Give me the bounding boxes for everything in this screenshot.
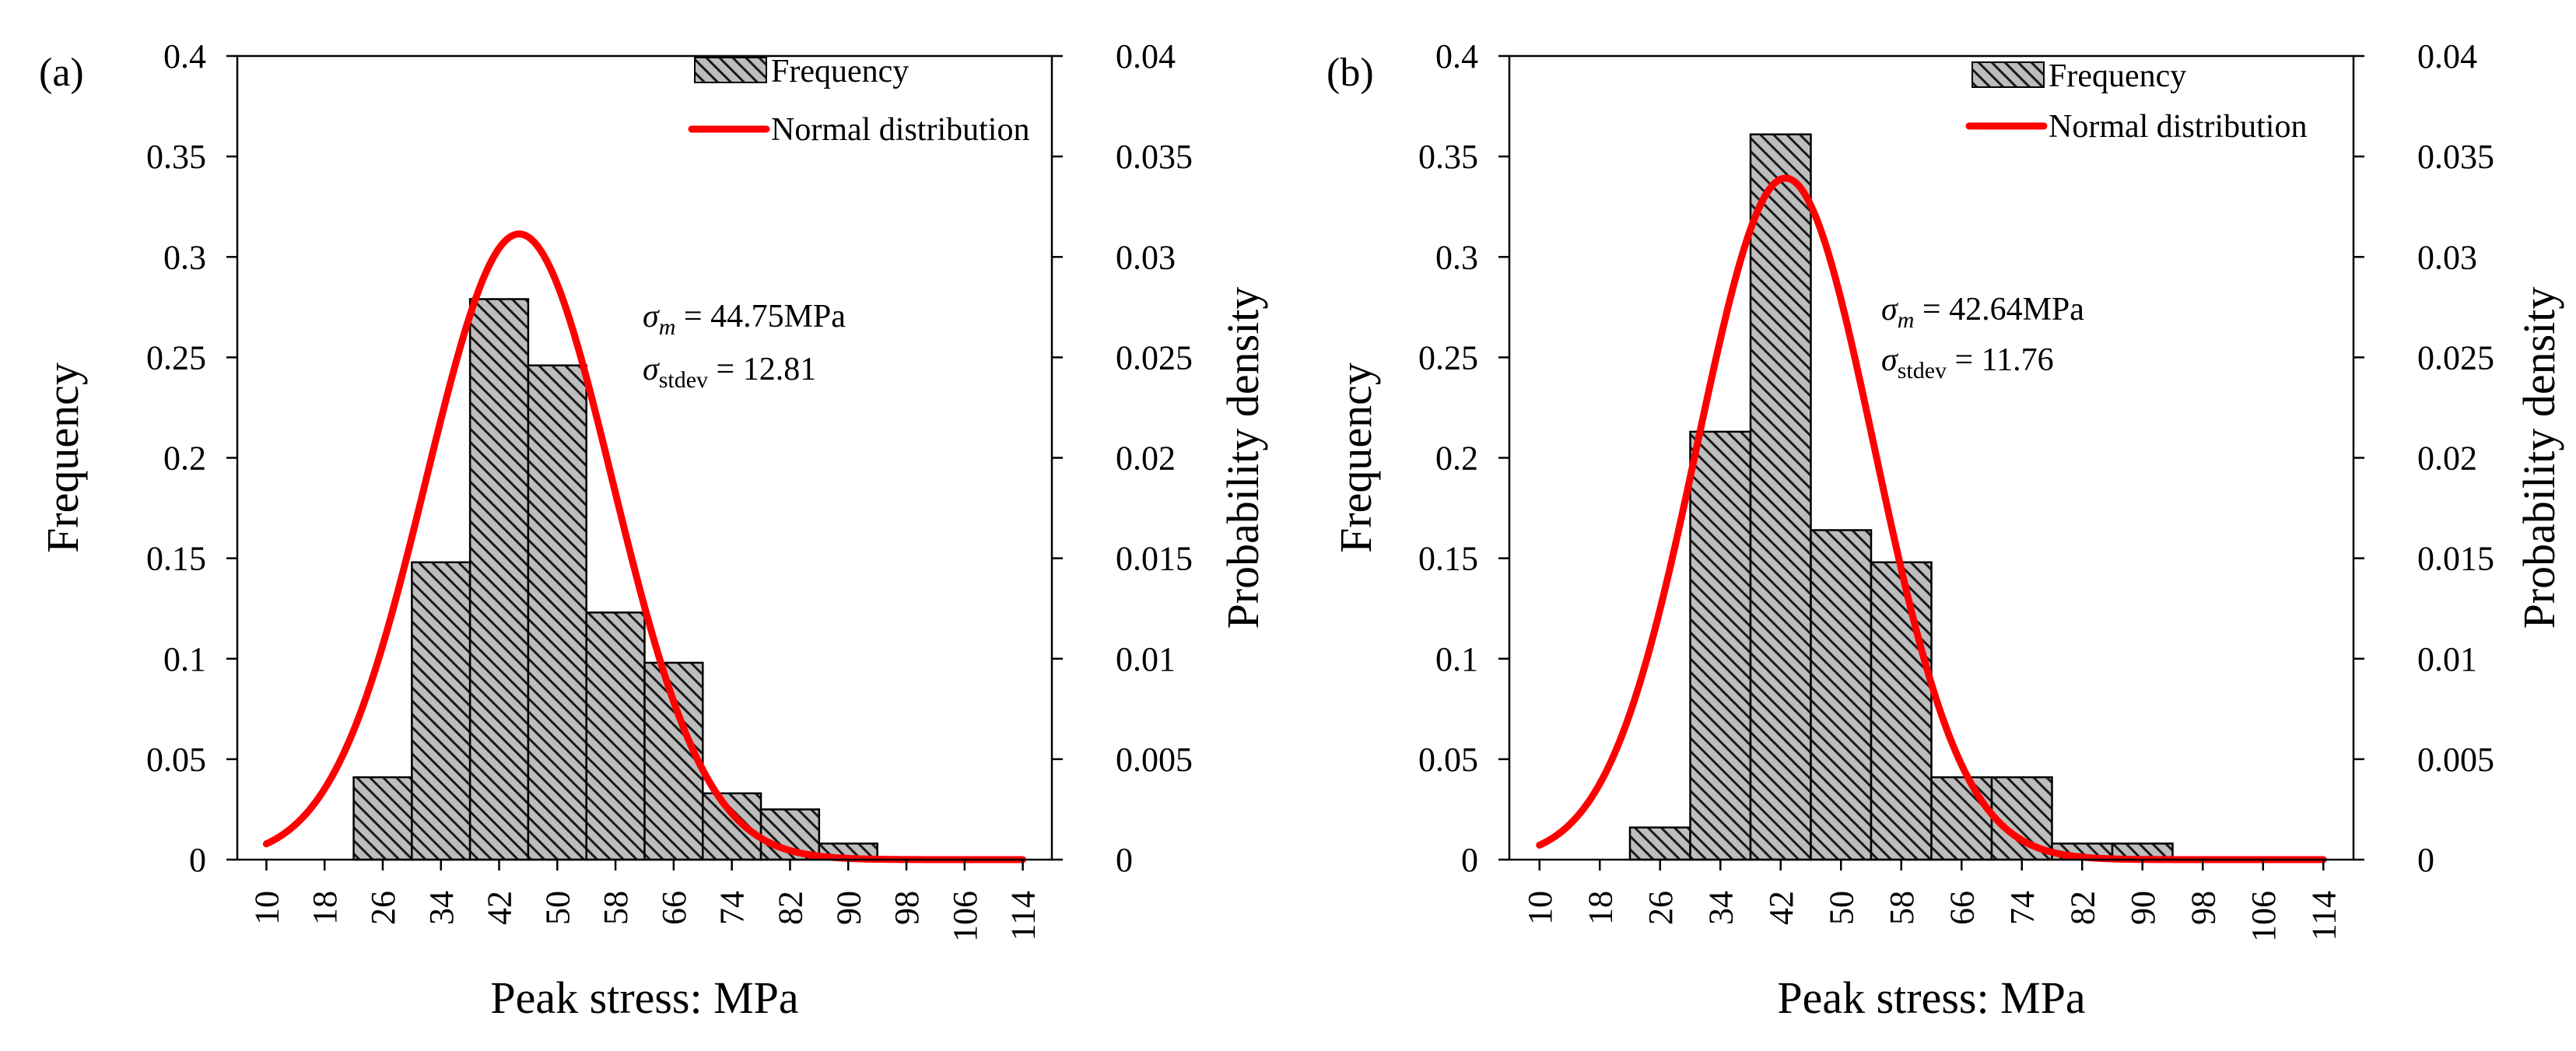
chart-panel-b: 0 0.05 0.1 0.15 0.2 0.25 0.3 0.35 0.4 0 0.005 0.01 0… xyxy=(1327,37,2564,1023)
y-axis-title: Frequency xyxy=(37,363,88,553)
y-tick-label: 0.4 xyxy=(163,37,206,75)
histogram-bar xyxy=(1930,776,1993,861)
x-tick-label: 114 xyxy=(2304,891,2343,941)
histogram-bar xyxy=(702,792,762,861)
x-tick-label: 58 xyxy=(597,891,635,925)
x-tick-label: 90 xyxy=(829,891,867,925)
y-tick-label: 0.4 xyxy=(1435,37,1478,75)
x-tick-label: 58 xyxy=(1883,891,1921,925)
x-tick-label: 50 xyxy=(1822,891,1860,925)
y-tick-label: 0.3 xyxy=(1435,238,1478,276)
y-tick-label: 0.2 xyxy=(163,440,206,478)
x-tick-label: 10 xyxy=(247,891,286,925)
x-tick-label: 66 xyxy=(1943,891,1981,925)
x-tick-label: 26 xyxy=(1642,891,1680,925)
y2-tick-label: 0.01 xyxy=(2417,640,2477,678)
stdev-annotation: σstdev = 11.76 xyxy=(1881,342,2054,384)
x-tick-label: 106 xyxy=(946,891,984,942)
x-tick-label: 34 xyxy=(422,891,461,925)
y2-tick-label: 0.01 xyxy=(1116,640,1176,678)
x-tick-label: 42 xyxy=(481,891,519,925)
histogram-bar xyxy=(1628,826,1691,861)
y-tick-label: 0.25 xyxy=(146,338,206,377)
y2-tick-label: 0.02 xyxy=(1116,440,1176,478)
y2-tick-label: 0 xyxy=(2417,841,2434,879)
histogram-bar xyxy=(1810,529,1873,861)
histogram-bar xyxy=(411,561,471,861)
y-tick-label: 0.35 xyxy=(1418,138,1478,176)
x-axis-title: Peak stress: MPa xyxy=(1777,972,2085,1023)
y2-tick-label: 0.005 xyxy=(1116,741,1193,779)
x-tick-label: 82 xyxy=(771,891,809,925)
x-tick-label: 98 xyxy=(888,891,926,925)
legend-frequency-label: Frequency xyxy=(771,54,909,89)
histogram-bar xyxy=(352,776,413,861)
y2-axis-title: Probability density xyxy=(2514,287,2564,629)
legend-bar-swatch xyxy=(694,57,767,83)
y-tick-label: 0 xyxy=(189,841,206,879)
y2-tick-label: 0.02 xyxy=(2417,440,2477,478)
y2-tick-label: 0.04 xyxy=(1116,37,1176,75)
y2-tick-label: 0.025 xyxy=(2417,338,2494,377)
y2-tick-label: 0.035 xyxy=(1116,138,1193,176)
y2-tick-label: 0.03 xyxy=(2417,238,2477,276)
panel-label: (b) xyxy=(1327,51,1374,95)
y-tick-label: 0 xyxy=(1461,841,1478,879)
y2-tick-label: 0.03 xyxy=(1116,238,1176,276)
panel-label: (a) xyxy=(39,51,84,95)
y2-tick-label: 0.015 xyxy=(1116,540,1193,578)
legend-bar-swatch xyxy=(1971,61,2045,88)
x-tick-label: 90 xyxy=(2124,891,2162,925)
y2-tick-label: 0 xyxy=(1116,841,1133,879)
x-tick-label: 66 xyxy=(655,891,693,925)
x-axis-title: Peak stress: MPa xyxy=(490,972,798,1023)
histogram-bar xyxy=(468,298,530,861)
legend-frequency-label: Frequency xyxy=(2049,58,2186,94)
x-tick-label: 42 xyxy=(1762,891,1800,925)
x-tick-label: 74 xyxy=(713,891,752,925)
y-tick-label: 0.15 xyxy=(146,540,206,578)
histogram-bar xyxy=(585,611,646,861)
y-tick-label: 0.15 xyxy=(1418,540,1478,578)
y-tick-label: 0.1 xyxy=(163,640,206,678)
y-tick-label: 0.2 xyxy=(1435,440,1478,478)
y-tick-label: 0.3 xyxy=(163,238,206,276)
legend-normal-label: Normal distribution xyxy=(771,112,1029,148)
x-tick-label: 82 xyxy=(2063,891,2101,925)
x-tick-label: 74 xyxy=(2003,891,2042,925)
x-tick-label: 26 xyxy=(364,891,402,925)
y-tick-label: 0.05 xyxy=(1418,741,1478,779)
y2-tick-label: 0.035 xyxy=(2417,138,2494,176)
y2-tick-label: 0.04 xyxy=(2417,37,2477,75)
mean-annotation: σm = 42.64MPa xyxy=(1881,292,2084,333)
x-tick-label: 114 xyxy=(1004,891,1043,941)
y-tick-label: 0.1 xyxy=(1435,640,1478,678)
y2-axis-title: Probability density xyxy=(1218,287,1268,629)
x-tick-label: 18 xyxy=(1581,891,1619,925)
x-tick-label: 50 xyxy=(538,891,577,925)
y-axis-title: Frequency xyxy=(1330,363,1381,553)
stdev-annotation: σstdev = 12.81 xyxy=(643,352,816,393)
y-tick-label: 0.25 xyxy=(1418,338,1478,377)
y2-tick-label: 0.025 xyxy=(1116,338,1193,377)
histogram-bar xyxy=(1870,561,1933,861)
x-tick-label: 10 xyxy=(1521,891,1559,925)
y-tick-label: 0.05 xyxy=(146,741,206,779)
x-tick-label: 98 xyxy=(2184,891,2222,925)
y2-tick-label: 0.005 xyxy=(2417,741,2494,779)
chart-panel-a: 0 0.05 0.1 0.15 0.2 0.25 0.3 0.35 0.4 0 0.005 0.01 0… xyxy=(37,37,1268,1023)
y-tick-label: 0.35 xyxy=(146,138,206,176)
legend-normal-label: Normal distribution xyxy=(2049,109,2307,145)
x-tick-label: 18 xyxy=(306,891,344,925)
histogram-bar xyxy=(1749,133,1812,861)
histogram-bar xyxy=(1689,430,1752,861)
histogram-bar xyxy=(527,364,587,861)
x-tick-label: 106 xyxy=(2245,891,2283,942)
mean-annotation: σm = 44.75MPa xyxy=(643,299,846,340)
x-tick-label: 34 xyxy=(1702,891,1740,925)
y2-tick-label: 0.015 xyxy=(2417,540,2494,578)
